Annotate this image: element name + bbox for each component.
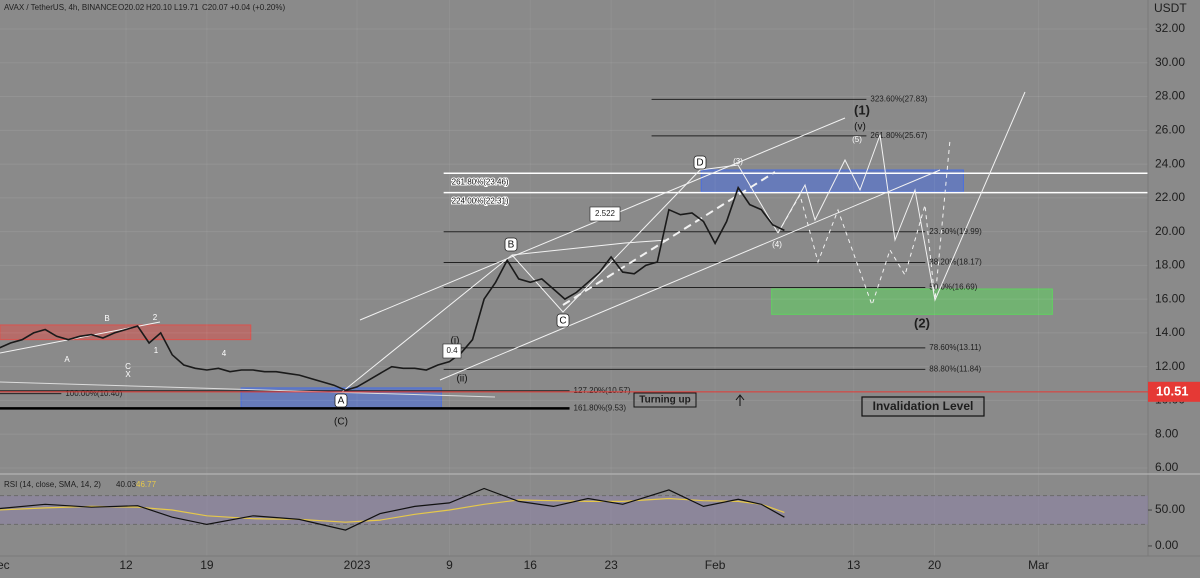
wave-label: A	[64, 355, 70, 364]
x-tick-label: 13	[847, 558, 861, 572]
fib-label: 88.80%(11.84)	[929, 364, 981, 373]
price-tag	[1148, 381, 1200, 402]
fib-levels: 323.60%(27.83) 261.80%(25.67) 261.80%(23.4…	[0, 95, 1148, 412]
rsi-band	[0, 495, 1148, 525]
wave-label: X	[125, 370, 131, 379]
zones	[0, 169, 1053, 409]
fib-label: 50.0%(16.69)	[929, 283, 977, 292]
y-tick-label: 26.00	[1155, 122, 1185, 136]
ohlc: +0.04 (+0.20%)	[230, 3, 285, 12]
wave-label: B	[104, 314, 109, 323]
note: Invalidation Level	[873, 399, 974, 413]
fib-label: 261.80%(25.67)	[870, 131, 927, 140]
x-tick-label: 23	[604, 558, 618, 572]
x-tick-label: 9	[446, 558, 453, 572]
zone	[0, 324, 252, 341]
fib-label: 38.20%(18.17)	[929, 258, 982, 267]
y-tick-label: 24.00	[1155, 156, 1185, 170]
ohlc: L19.71	[174, 3, 199, 12]
note: Turning up	[639, 395, 690, 406]
y-tick-label: 18.00	[1155, 258, 1185, 272]
x-tick-label: 16	[524, 558, 538, 572]
rsi-value: 40.03	[116, 480, 137, 489]
rsi-line	[0, 487, 785, 531]
wave-label: C	[125, 362, 131, 371]
price-tag-label: 10.51	[1156, 383, 1189, 398]
x-tick-label: Feb	[705, 558, 726, 572]
y-tick-label: 20.00	[1155, 224, 1185, 238]
rsi-pane: RSI (14, close, SMA, 14, 2) 40.03 46.77 …	[0, 480, 1185, 552]
y-tick-label: 12.00	[1155, 359, 1185, 373]
fib-label: 323.60%(27.83)	[870, 95, 927, 104]
wave-label: 4	[222, 349, 227, 358]
symbol: AVAX / TetherUS, 4h, BINANCE	[4, 3, 117, 12]
rsi-tick-label: 0.00	[1155, 538, 1179, 552]
wave-label: C	[559, 316, 566, 327]
wave-label: D	[696, 158, 703, 169]
wave-label: (3)	[733, 157, 743, 166]
x-tick-label: 2023	[344, 558, 371, 572]
y-tick-label: 14.00	[1155, 325, 1185, 339]
x-tick-label: Mar	[1028, 558, 1049, 572]
wave-label: B	[508, 240, 515, 251]
rsi-tick-label: 50.00	[1155, 502, 1185, 516]
ohlc: C20.07	[202, 3, 228, 12]
price-series	[0, 185, 785, 392]
fib-label: 261.80%(23.46)	[452, 177, 509, 186]
y-tick-label: 8.00	[1155, 426, 1179, 440]
rsi-sma-line	[0, 497, 785, 523]
wave-label: (1)	[854, 102, 870, 117]
rsi-title: RSI (14, close, SMA, 14, 2)	[4, 480, 101, 489]
fib-label: 78.60%(13.11)	[929, 343, 981, 352]
fib-label: 23.60%(19.99)	[929, 227, 982, 236]
x-tick-label: 20	[928, 558, 942, 572]
wave-label: (C)	[334, 417, 348, 428]
y-tick-label: 6.00	[1155, 460, 1179, 474]
wave-label: (i)	[451, 336, 460, 347]
fib-label: 161.80%(9.53)	[574, 403, 627, 412]
x-tick-label: 12	[119, 558, 133, 572]
wave-label: (2)	[914, 315, 930, 330]
y-tick-label: 22.00	[1155, 190, 1185, 204]
ratio-label: 0.4	[446, 346, 458, 355]
x-tick-label: 19	[200, 558, 214, 572]
y-tick-label: 16.00	[1155, 291, 1185, 305]
header: AVAX / TetherUS, 4h, BINANCE O20.02 H20.…	[4, 1, 1187, 15]
overlay: 10.51	[0, 381, 1200, 402]
ohlc: O20.02	[118, 3, 145, 12]
y-tick-label: 30.00	[1155, 55, 1185, 69]
wave-label: 1	[154, 346, 159, 355]
fib-label: 224.00%(22.31)	[452, 197, 509, 206]
ratio-label: 2.522	[595, 209, 616, 218]
wave-label: (4)	[772, 240, 782, 249]
y-tick-label: 32.00	[1155, 21, 1185, 35]
price-line	[0, 185, 785, 392]
zone	[771, 288, 1053, 315]
fib-label: 100.00%(10.40)	[65, 389, 122, 398]
fib-label: 127.20%(10.57)	[574, 386, 631, 395]
wave-labels: (1) (2) D B C A (C) (3) (4) (5) (v) (i) …	[64, 102, 985, 428]
wave-label: 2	[153, 313, 158, 322]
rsi-sma-value: 46.77	[136, 480, 157, 489]
wave-label: (v)	[854, 122, 866, 133]
wave-label: A	[338, 396, 345, 407]
currency: USDT	[1154, 1, 1187, 15]
x-tick-label: Dec	[0, 558, 10, 572]
y-tick-label: 28.00	[1155, 89, 1185, 103]
wave-label: (5)	[852, 135, 862, 144]
ohlc: H20.10	[146, 3, 172, 12]
wave-label: (ii)	[456, 374, 467, 385]
